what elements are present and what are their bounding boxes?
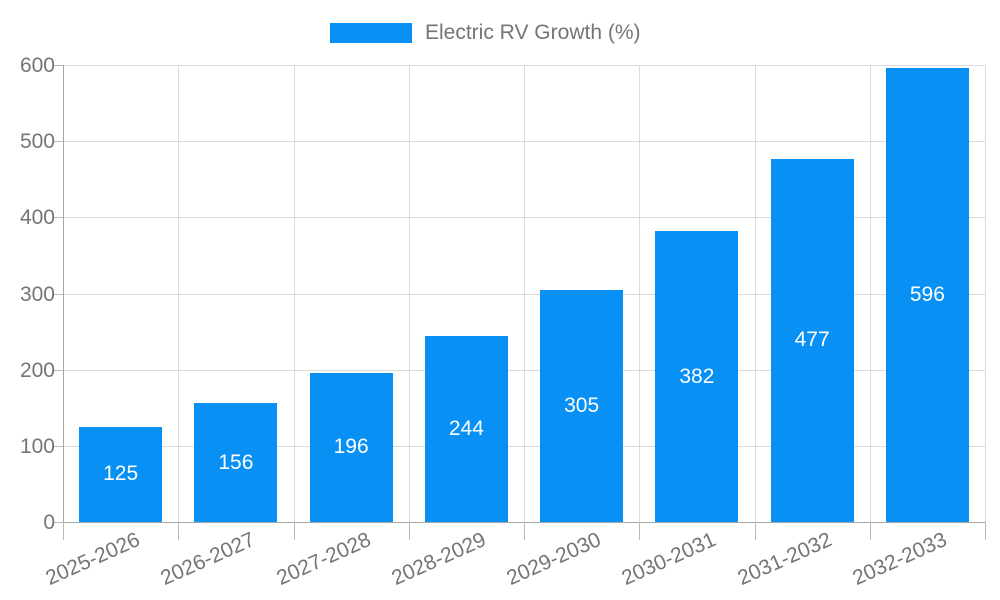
x-axis-tick-label: 2028-2029 bbox=[388, 528, 490, 590]
x-axis-tick bbox=[524, 522, 525, 540]
x-axis-tick-label: 2025-2026 bbox=[42, 528, 144, 590]
x-gridline bbox=[985, 65, 986, 522]
x-gridline bbox=[869, 65, 871, 522]
x-axis-tick bbox=[408, 522, 410, 540]
bar-value-label: 125 bbox=[103, 462, 139, 486]
bar: 305 bbox=[540, 289, 624, 522]
x-axis-tick-label: 2031-2032 bbox=[733, 528, 836, 590]
bar-value-label: 305 bbox=[564, 393, 600, 417]
x-axis-tick-label: 2032-2033 bbox=[849, 528, 951, 590]
x-axis-tick-label: 2027-2028 bbox=[272, 528, 375, 590]
bar: 196 bbox=[309, 372, 393, 522]
legend-swatch bbox=[330, 23, 412, 43]
legend-label: Electric RV Growth (%) bbox=[425, 21, 641, 44]
x-axis-tick bbox=[293, 522, 295, 540]
x-gridline bbox=[293, 65, 295, 522]
x-gridline bbox=[639, 65, 641, 522]
bar: 596 bbox=[885, 68, 969, 522]
bar-value-label: 244 bbox=[448, 417, 484, 441]
y-axis-tick bbox=[54, 369, 63, 371]
y-axis-tick bbox=[54, 293, 63, 295]
x-gridline bbox=[754, 65, 756, 522]
x-gridline bbox=[178, 65, 180, 522]
y-axis-tick-label: 500 bbox=[19, 130, 55, 154]
bar-value-label: 196 bbox=[333, 435, 369, 459]
y-axis-line bbox=[63, 65, 64, 522]
x-axis-tick bbox=[639, 522, 641, 540]
y-axis-tick bbox=[54, 65, 63, 66]
x-axis-tick-label: 2029-2030 bbox=[503, 528, 605, 590]
x-axis-tick-label: 2030-2031 bbox=[618, 528, 720, 590]
y-axis-tick-label: 300 bbox=[19, 282, 55, 306]
bar-value-label: 596 bbox=[909, 283, 945, 306]
legend-item[interactable]: Electric RV Growth (%) bbox=[330, 21, 641, 45]
y-axis-tick-label: 400 bbox=[19, 206, 55, 230]
y-axis-tick bbox=[54, 522, 63, 523]
bar-value-label: 156 bbox=[218, 450, 254, 474]
bar: 125 bbox=[79, 426, 163, 522]
y-axis-tick-label: 100 bbox=[19, 434, 55, 458]
y-axis-tick bbox=[54, 141, 63, 143]
x-axis-tick bbox=[63, 522, 64, 540]
bar: 156 bbox=[194, 403, 278, 522]
bar: 477 bbox=[770, 158, 854, 522]
y-axis-tick-label: 200 bbox=[19, 358, 55, 382]
bar: 382 bbox=[655, 231, 739, 522]
bar-value-label: 477 bbox=[794, 328, 830, 352]
x-gridline bbox=[524, 65, 525, 522]
x-axis-tick-label: 2026-2027 bbox=[157, 528, 259, 590]
x-gridline bbox=[408, 65, 410, 522]
x-axis-tick bbox=[754, 522, 756, 540]
bar: 244 bbox=[424, 336, 508, 522]
y-axis-tick bbox=[54, 217, 63, 219]
y-axis-tick-label: 0 bbox=[43, 511, 55, 534]
bar-value-label: 382 bbox=[679, 364, 715, 388]
x-axis-tick bbox=[985, 522, 986, 540]
x-axis-tick bbox=[178, 522, 180, 540]
y-axis-tick bbox=[54, 445, 63, 447]
x-axis-tick bbox=[869, 522, 871, 540]
y-axis-tick-label: 600 bbox=[19, 54, 55, 77]
